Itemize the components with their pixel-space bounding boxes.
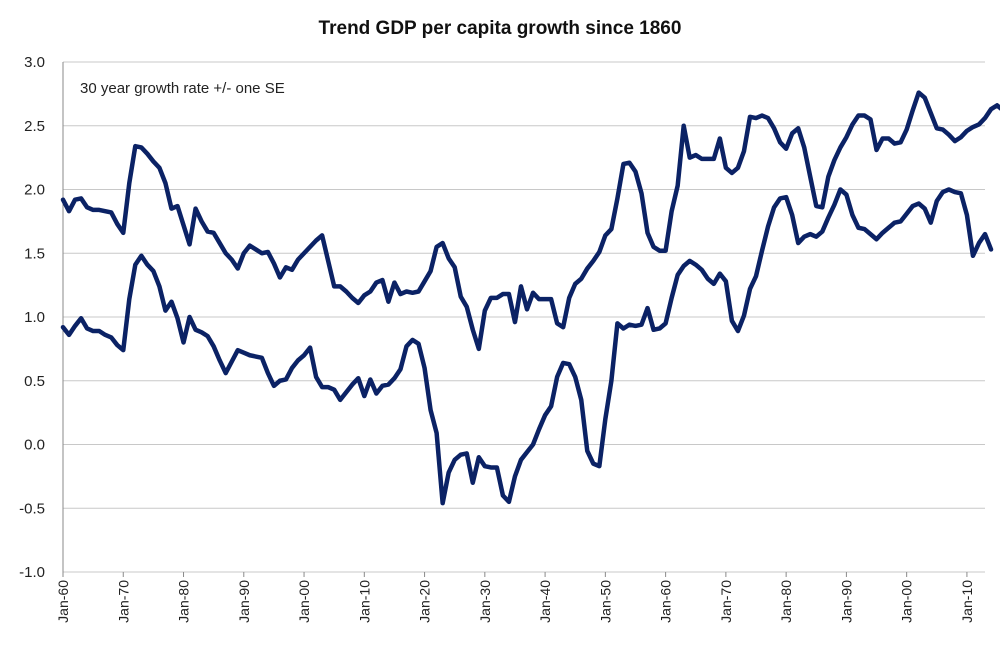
- x-tick-label: Jan-70: [718, 580, 734, 623]
- x-axis-tick-labels: Jan-60 Jan-70 Jan-80 Jan-90 Jan-00 Jan-10 Jan-…: [55, 580, 975, 623]
- x-tick-label: Jan-50: [597, 580, 613, 623]
- x-tick-label: Jan-70: [115, 580, 131, 623]
- y-tick-label: -0.5: [19, 500, 45, 517]
- x-tick-label: Jan-80: [778, 580, 794, 623]
- chart-annotation: 30 year growth rate +/- one SE: [80, 80, 285, 97]
- y-tick-label: 1.5: [24, 245, 45, 262]
- gridlines: [62, 61, 985, 577]
- x-tick-label: Jan-00: [899, 580, 915, 623]
- x-tick-label: Jan-40: [537, 580, 553, 623]
- series-line-upper: [60, 90, 1000, 352]
- series-lines: [60, 90, 1000, 506]
- x-tick-label: Jan-60: [55, 580, 71, 623]
- x-tick-label: Jan-20: [417, 580, 433, 623]
- x-tick-label: Jan-10: [356, 580, 372, 623]
- series-line-lower: [60, 187, 994, 506]
- x-tick-label: Jan-90: [838, 580, 854, 623]
- y-tick-label: 0.5: [24, 373, 45, 390]
- y-tick-label: 2.0: [24, 182, 45, 199]
- y-tick-label: 1.0: [24, 309, 45, 326]
- x-tick-label: Jan-90: [236, 580, 252, 623]
- chart-title: Trend GDP per capita growth since 1860: [319, 18, 682, 39]
- x-tick-label: Jan-30: [477, 580, 493, 623]
- y-tick-label: 0.0: [24, 437, 45, 454]
- x-tick-label: Jan-00: [296, 580, 312, 623]
- y-tick-label: 2.5: [24, 118, 45, 135]
- x-tick-label: Jan-10: [959, 580, 975, 623]
- x-tick-label: Jan-80: [176, 580, 192, 623]
- y-tick-label: 3.0: [24, 54, 45, 71]
- y-tick-label: -1.0: [19, 564, 45, 581]
- y-axis-tick-labels: 3.0 2.5 2.0 1.5 1.0 0.5 0.0 -0.5 -1.0: [19, 54, 45, 581]
- x-tick-label: Jan-60: [658, 580, 674, 623]
